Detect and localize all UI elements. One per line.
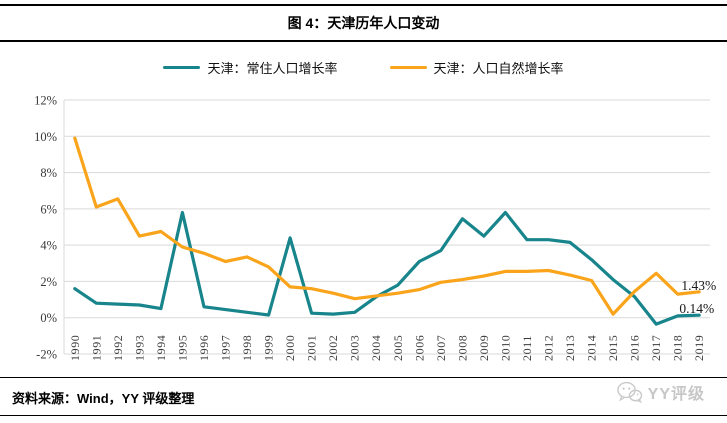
x-tick-label: 2003 xyxy=(348,335,362,361)
x-tick-label: 2018 xyxy=(671,335,685,361)
legend-item-resident-growth: 天津：常住人口增长率 xyxy=(163,58,338,77)
legend-label-resident-growth: 天津：常住人口增长率 xyxy=(207,61,338,76)
top-divider xyxy=(0,4,727,6)
chart-area: -2% 0% 2% 4% 6% 8% 10% 12% 1990 1991 1992 1993 1994 1… xyxy=(0,85,727,377)
x-tick-label: 2010 xyxy=(498,335,512,361)
y-tick-label: -2% xyxy=(36,348,57,362)
x-tick-label: 2016 xyxy=(628,335,642,361)
wechat-icon xyxy=(616,381,642,403)
y-tick-label: 10% xyxy=(34,130,57,144)
chart-legend: 天津：常住人口增长率 天津：人口自然增长率 xyxy=(0,58,727,77)
y-tick-label: 8% xyxy=(40,166,57,180)
x-tick-label: 2009 xyxy=(477,335,491,361)
legend-swatch-resident-growth xyxy=(163,65,201,70)
y-tick-label: 4% xyxy=(40,239,57,253)
x-tick-label: 2015 xyxy=(606,335,620,361)
x-tick-label: 2013 xyxy=(563,335,577,361)
x-tick-label: 2001 xyxy=(305,335,319,361)
watermark-text: YY评级 xyxy=(647,386,705,403)
x-tick-label: 2019 xyxy=(692,335,706,361)
y-tick-label: 0% xyxy=(40,311,57,325)
x-tick-label: 1994 xyxy=(154,335,168,361)
x-tick-label: 1997 xyxy=(219,335,233,361)
population-chart: -2% 0% 2% 4% 6% 8% 10% 12% 1990 1991 1992 1993 1994 1… xyxy=(34,94,716,362)
x-tick-label: 1992 xyxy=(111,335,125,361)
x-tick-label: 2014 xyxy=(585,335,599,361)
y-tick-label: 12% xyxy=(34,94,57,108)
data-label: 0.14% xyxy=(679,301,714,316)
figure-title: 图 4：天津历年人口变动 xyxy=(287,15,440,31)
x-tick-label: 2006 xyxy=(412,335,426,361)
source-note: 资料来源：Wind，YY 评级整理 xyxy=(12,391,195,406)
x-tick-label: 2007 xyxy=(434,335,448,361)
x-tick-label: 2005 xyxy=(391,335,405,361)
x-tick-label: 2004 xyxy=(369,335,383,361)
legend-label-natural-growth: 天津：人口自然增长率 xyxy=(433,61,564,76)
footer-divider-top xyxy=(0,377,727,379)
x-tick-label: 1993 xyxy=(132,335,146,361)
x-tick-label: 1990 xyxy=(68,335,82,361)
series-line-natural-growth xyxy=(73,136,701,316)
x-tick-label: 2017 xyxy=(649,335,663,361)
data-label: 1.43% xyxy=(681,278,716,293)
y-tick-label: 6% xyxy=(40,202,57,216)
x-tick-label: 1998 xyxy=(240,335,254,361)
x-tick-label: 1995 xyxy=(175,335,189,361)
x-tick-label: 1991 xyxy=(89,335,103,361)
series-line-resident-growth xyxy=(73,210,701,326)
x-tick-label: 2002 xyxy=(326,335,340,361)
legend-item-natural-growth: 天津：人口自然增长率 xyxy=(389,58,564,77)
x-tick-label: 1999 xyxy=(262,335,276,361)
footer-divider-bottom xyxy=(0,415,727,417)
x-tick-label: 2000 xyxy=(283,335,297,361)
legend-swatch-natural-growth xyxy=(389,65,427,70)
x-tick-label: 2012 xyxy=(542,335,556,361)
title-divider xyxy=(0,40,727,42)
y-tick-label: 2% xyxy=(40,275,57,289)
x-tick-label: 1996 xyxy=(197,335,211,361)
watermark: YY评级 xyxy=(616,380,705,404)
x-tick-label: 2008 xyxy=(455,335,469,361)
x-tick-label: 2011 xyxy=(520,335,534,361)
